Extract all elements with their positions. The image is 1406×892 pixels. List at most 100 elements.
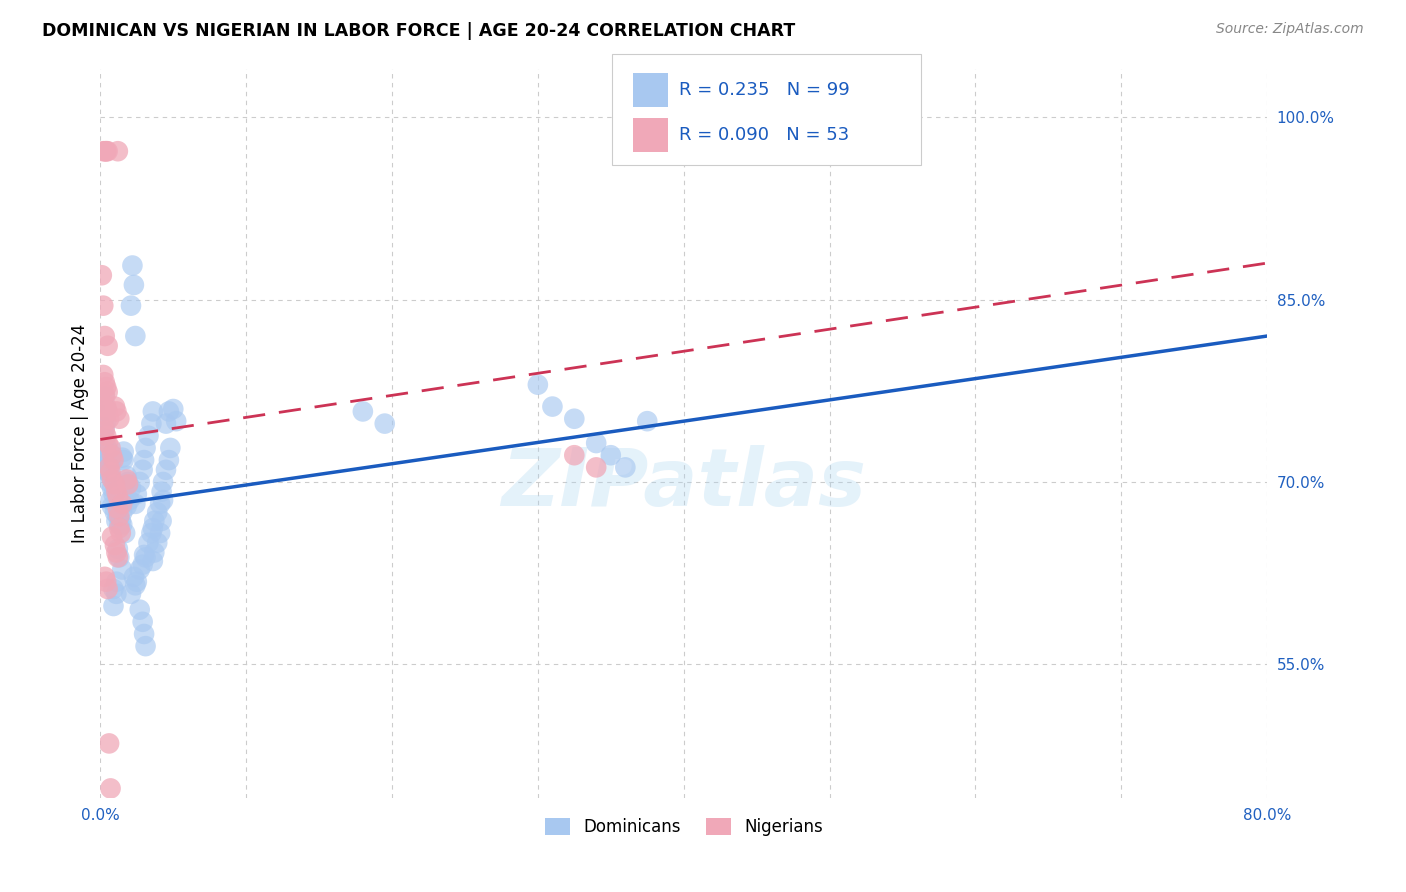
Text: Source: ZipAtlas.com: Source: ZipAtlas.com	[1216, 22, 1364, 37]
Point	[91, 414, 114, 428]
Point	[93, 570, 115, 584]
Point	[114, 526, 136, 541]
Point	[91, 402, 114, 417]
Point	[374, 417, 396, 431]
Point	[108, 411, 131, 425]
Point	[135, 550, 157, 565]
Point	[103, 582, 125, 596]
Point	[157, 453, 180, 467]
Point	[120, 299, 142, 313]
Point	[110, 526, 132, 541]
Point	[112, 453, 135, 467]
Point	[132, 548, 155, 562]
Point	[104, 538, 127, 552]
Point	[93, 424, 115, 438]
Point	[101, 481, 124, 495]
Text: DOMINICAN VS NIGERIAN IN LABOR FORCE | AGE 20-24 CORRELATION CHART: DOMINICAN VS NIGERIAN IN LABOR FORCE | A…	[42, 22, 796, 40]
Point	[100, 457, 122, 471]
Point	[97, 384, 120, 399]
Point	[159, 441, 181, 455]
Point	[636, 414, 658, 428]
Point	[101, 500, 124, 514]
Y-axis label: In Labor Force | Age 20-24: In Labor Force | Age 20-24	[72, 324, 89, 543]
Point	[143, 545, 166, 559]
Point	[96, 380, 118, 394]
Point	[97, 582, 120, 596]
Point	[117, 477, 139, 491]
Point	[107, 145, 129, 159]
Point	[131, 615, 153, 629]
Point	[97, 339, 120, 353]
Point	[157, 404, 180, 418]
Point	[562, 448, 585, 462]
Point	[96, 574, 118, 589]
Point	[104, 477, 127, 491]
Point	[614, 460, 637, 475]
Point	[108, 550, 131, 565]
Point	[105, 484, 128, 499]
Point	[96, 145, 118, 159]
Point	[527, 377, 550, 392]
Point	[101, 530, 124, 544]
Point	[105, 545, 128, 559]
Point	[93, 433, 115, 447]
Point	[105, 404, 128, 418]
Point	[96, 438, 118, 452]
Point	[103, 599, 125, 613]
Point	[111, 562, 134, 576]
Point	[142, 554, 165, 568]
Point	[132, 627, 155, 641]
Point	[128, 562, 150, 576]
Point	[562, 411, 585, 425]
Point	[141, 526, 163, 541]
Point	[162, 402, 184, 417]
Point	[100, 441, 122, 455]
Point	[138, 429, 160, 443]
Point	[105, 514, 128, 528]
Point	[107, 490, 129, 504]
Point	[100, 781, 122, 796]
Point	[541, 400, 564, 414]
Point	[93, 387, 115, 401]
Point	[98, 411, 121, 425]
Point	[97, 450, 120, 465]
Point	[91, 400, 114, 414]
Point	[91, 417, 114, 431]
Point	[100, 493, 122, 508]
Point	[128, 602, 150, 616]
Point	[107, 541, 129, 556]
Point	[135, 639, 157, 653]
Point	[115, 469, 138, 483]
Point	[101, 448, 124, 462]
Point	[96, 400, 118, 414]
Point	[96, 414, 118, 428]
Point	[142, 521, 165, 535]
Point	[585, 436, 607, 450]
Point	[352, 404, 374, 418]
Point	[96, 429, 118, 443]
Point	[107, 501, 129, 516]
Point	[141, 417, 163, 431]
Point	[97, 145, 120, 159]
Point	[91, 368, 114, 382]
Point	[93, 145, 115, 159]
Point	[97, 404, 120, 418]
Point	[124, 329, 146, 343]
Point	[155, 417, 177, 431]
Point	[128, 475, 150, 489]
Point	[105, 574, 128, 589]
Point	[93, 390, 115, 404]
Point	[91, 463, 114, 477]
Text: R = 0.235   N = 99: R = 0.235 N = 99	[679, 81, 849, 99]
Point	[121, 259, 143, 273]
Point	[149, 497, 172, 511]
Text: R = 0.090   N = 53: R = 0.090 N = 53	[679, 127, 849, 145]
Point	[111, 505, 134, 519]
Point	[96, 444, 118, 458]
Point	[93, 420, 115, 434]
Point	[120, 587, 142, 601]
Point	[132, 453, 155, 467]
Point	[93, 329, 115, 343]
Point	[135, 441, 157, 455]
Point	[93, 376, 115, 390]
